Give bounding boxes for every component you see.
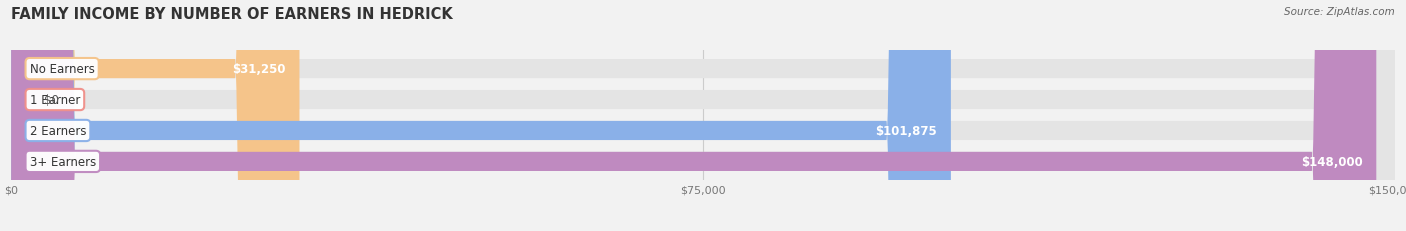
FancyBboxPatch shape <box>11 0 1395 231</box>
Text: $0: $0 <box>44 94 59 106</box>
Text: 1 Earner: 1 Earner <box>30 94 80 106</box>
Text: FAMILY INCOME BY NUMBER OF EARNERS IN HEDRICK: FAMILY INCOME BY NUMBER OF EARNERS IN HE… <box>11 7 453 22</box>
FancyBboxPatch shape <box>11 0 299 231</box>
Text: 2 Earners: 2 Earners <box>30 125 86 137</box>
FancyBboxPatch shape <box>11 0 1395 231</box>
Text: Source: ZipAtlas.com: Source: ZipAtlas.com <box>1284 7 1395 17</box>
Text: $148,000: $148,000 <box>1301 155 1362 168</box>
FancyBboxPatch shape <box>11 0 1395 231</box>
FancyBboxPatch shape <box>11 0 1395 231</box>
FancyBboxPatch shape <box>11 0 1376 231</box>
Text: No Earners: No Earners <box>30 63 94 76</box>
FancyBboxPatch shape <box>11 0 950 231</box>
Text: 3+ Earners: 3+ Earners <box>30 155 96 168</box>
Text: $31,250: $31,250 <box>232 63 285 76</box>
Text: $101,875: $101,875 <box>876 125 936 137</box>
